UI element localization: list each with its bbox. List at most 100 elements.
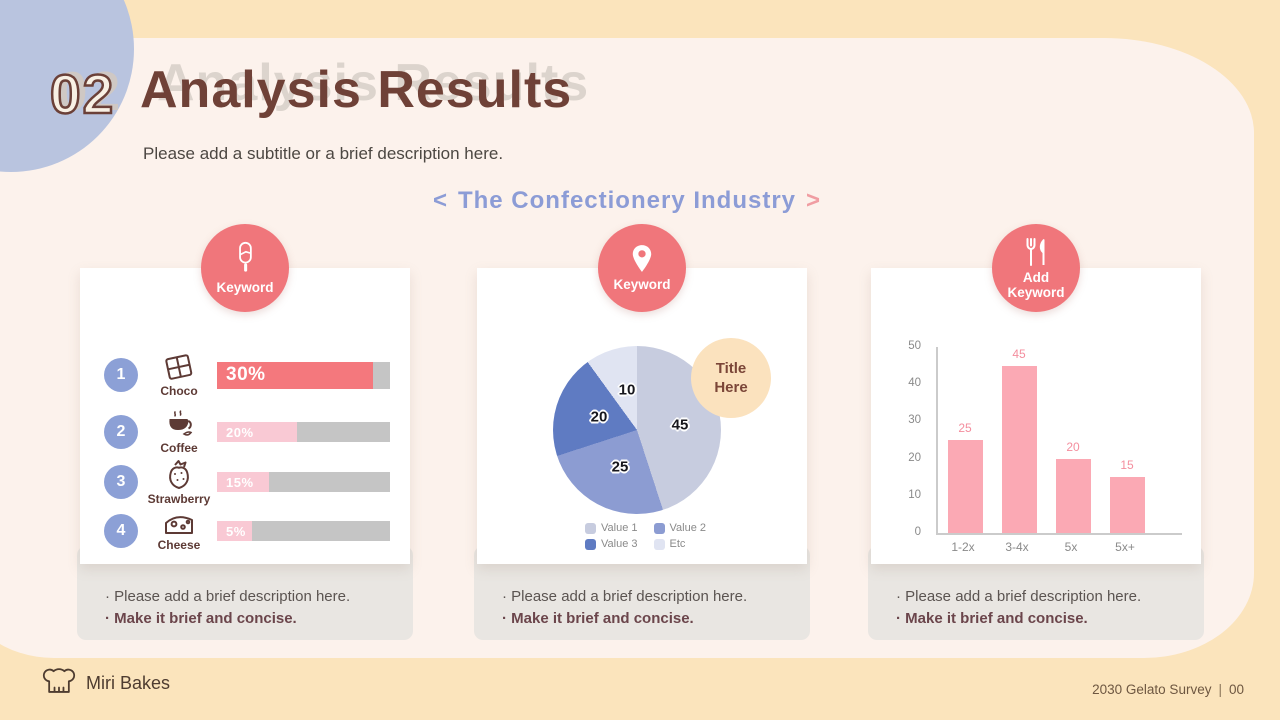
legend-label: Value 1 (601, 522, 638, 534)
badge-label: Keyword (216, 280, 274, 295)
bar-value-label: 25 (958, 421, 972, 435)
rank-number: 3 (104, 465, 138, 499)
y-tick-label: 20 (908, 451, 921, 464)
footer-divider: | (1218, 682, 1222, 697)
location-pin-icon (632, 245, 652, 272)
card-flavor-ranking: Keyword 1 Choco 30% (77, 224, 413, 640)
description-line: · Please add a brief description here. (105, 588, 351, 605)
rank-number: 1 (104, 358, 138, 392)
legend-label: Value 2 (669, 522, 707, 534)
bar-x-label: 5x+ (1115, 540, 1135, 554)
legend-item: Etc (653, 538, 707, 550)
description-line: · Make it brief and concise. (105, 610, 297, 627)
legend-item: Value 2 (653, 522, 707, 534)
flavor-label: Coffee (160, 440, 198, 455)
bar-track: 20% (217, 422, 390, 442)
bar-value-label: 45 (1012, 346, 1026, 361)
description-line: · Make it brief and concise. (896, 610, 1088, 627)
bar-track: 15% (217, 472, 390, 492)
page-subtitle: Please add a subtitle or a brief descrip… (143, 144, 504, 163)
bar (1109, 477, 1145, 533)
card-body: 45 25 20 10 Title Here Value 1 Value 2 V… (477, 268, 807, 564)
heading-text: The Confectionery Industry (457, 187, 797, 214)
y-tick-label: 30 (908, 414, 921, 427)
bar-fill: 20% (217, 422, 297, 442)
section-heading: < The Confectionery Industry > (0, 187, 1254, 215)
pie-slice-label: 25 (611, 458, 629, 476)
flavor-label: Choco (160, 383, 198, 398)
y-tick-label: 50 (908, 340, 921, 352)
bar (1001, 365, 1037, 533)
flavor-row: 4 Cheese 5% (104, 505, 390, 557)
chef-hat-icon (42, 668, 76, 693)
brand: Miri Bakes (42, 668, 170, 698)
chocolate-icon (165, 353, 193, 380)
legend-swatch (585, 522, 596, 534)
flavor-row: 2 Coffee 20% (104, 406, 390, 458)
rank-number: 2 (104, 415, 138, 449)
description-line: · Please add a brief description here. (896, 588, 1142, 605)
popsicle-icon (239, 241, 252, 272)
flavor-row: 1 Choco 30% (104, 349, 390, 401)
flavor-label: Strawberry (147, 491, 211, 506)
bar-column: 45 (992, 347, 1046, 533)
bar-value-label: 15 (1120, 458, 1134, 473)
legend-swatch (585, 538, 596, 550)
pie-slice-label: 45 (671, 416, 689, 434)
y-tick-label: 0 (914, 526, 921, 538)
rank-number: 4 (104, 514, 138, 548)
strawberry-icon (169, 459, 189, 489)
card-body: 1 Choco 30% 2 (80, 268, 410, 564)
legend-swatch (653, 522, 665, 534)
flavor-row: 3 Strawberry 15% (104, 456, 390, 508)
y-tick-label: 40 (908, 377, 921, 390)
bar-track: 5% (217, 521, 390, 541)
legend-item: Value 1 (585, 522, 638, 534)
bar-x-label: 1-2x (951, 540, 975, 554)
bar (1055, 458, 1091, 533)
title-bubble: Title Here (691, 338, 771, 418)
page-title: Analysis Results (140, 61, 573, 119)
badge-label: Keyword (613, 277, 671, 292)
card-body: 0 10 20 30 40 50 25 45 20 15 1-2x 3-4x 5x 5x+ (871, 268, 1201, 564)
bar-fill: 30% (217, 361, 373, 389)
bar-chart-plot: 25 45 20 15 (936, 347, 1182, 535)
keyword-badge: Keyword (201, 224, 289, 312)
pie-slice-label: 20 (590, 408, 608, 426)
footer-info: 2030 Gelato Survey | 00 (1092, 682, 1244, 697)
bar-column: 15 (1100, 347, 1154, 533)
fork-knife-icon (1026, 237, 1045, 266)
card-bar-chart: Add Keyword 0 10 20 30 40 50 25 45 20 15 1-2x 3-4… (868, 224, 1204, 640)
coffee-icon (169, 409, 193, 436)
legend-label: Value 3 (601, 538, 638, 550)
bar-chart-xlabels: 1-2x 3-4x 5x 5x+ (936, 540, 1180, 554)
card-pie-chart: Keyword 45 25 20 10 Title Here Value 1 V… (474, 224, 810, 640)
bar-fill: 5% (217, 521, 252, 541)
slide-number: 02 (49, 62, 116, 127)
description-line: · Please add a brief description here. (502, 588, 748, 605)
pie-legend: Value 1 Value 2 Value 3 Etc (585, 522, 706, 550)
pie-slice-label: 10 (618, 381, 636, 399)
bar-x-label: 5x (1064, 540, 1078, 554)
page-number: 00 (1228, 682, 1244, 697)
add-keyword-badge: Add Keyword (992, 224, 1080, 312)
bar-x-label: 3-4x (1005, 540, 1029, 554)
bar-chart-yaxis: 0 10 20 30 40 50 (883, 340, 929, 538)
brand-name: Miri Bakes (86, 672, 171, 693)
description-line: · Make it brief and concise. (502, 610, 694, 627)
bar-fill: 15% (217, 472, 269, 492)
heading-close-bracket: > (806, 187, 822, 214)
legend-swatch (653, 538, 665, 550)
legend-item: Value 3 (585, 538, 638, 550)
bar-column: 25 (938, 347, 992, 533)
bar-track: 30% (217, 361, 390, 389)
badge-label: Add Keyword (1007, 269, 1065, 300)
bar-value-label: 20 (1066, 439, 1080, 454)
bar (947, 440, 983, 533)
legend-label: Etc (669, 538, 686, 550)
keyword-badge: Keyword (598, 224, 686, 312)
bar-column: 20 (1046, 347, 1100, 533)
heading-open-bracket: < (432, 187, 448, 214)
flavor-label: Cheese (157, 537, 201, 552)
